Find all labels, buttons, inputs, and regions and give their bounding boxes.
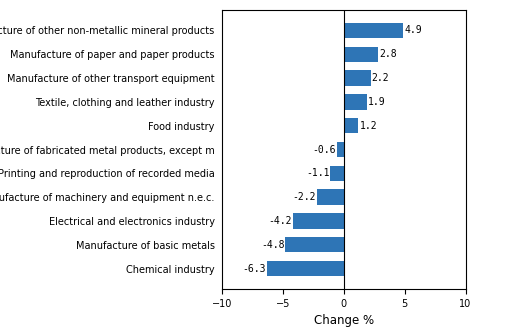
Text: -4.2: -4.2 — [268, 216, 292, 226]
Text: -6.3: -6.3 — [243, 263, 266, 274]
Text: -0.6: -0.6 — [312, 144, 335, 155]
Text: 4.9: 4.9 — [405, 26, 422, 36]
Text: 2.2: 2.2 — [371, 73, 389, 83]
Text: 1.9: 1.9 — [368, 97, 386, 107]
Text: 2.8: 2.8 — [379, 49, 397, 59]
Text: -1.1: -1.1 — [306, 168, 330, 178]
Bar — [344, 94, 367, 110]
Bar — [267, 261, 344, 276]
Bar — [331, 166, 344, 181]
Bar — [286, 237, 344, 252]
Bar — [293, 213, 344, 229]
Text: 1.2: 1.2 — [359, 121, 377, 131]
Text: -4.8: -4.8 — [261, 240, 285, 250]
Bar — [344, 23, 404, 38]
Bar — [344, 47, 378, 62]
Bar — [317, 190, 344, 205]
Bar — [336, 142, 344, 157]
X-axis label: Change %: Change % — [314, 314, 374, 327]
Bar — [344, 70, 371, 86]
Bar — [344, 118, 359, 133]
Text: -2.2: -2.2 — [293, 192, 316, 202]
